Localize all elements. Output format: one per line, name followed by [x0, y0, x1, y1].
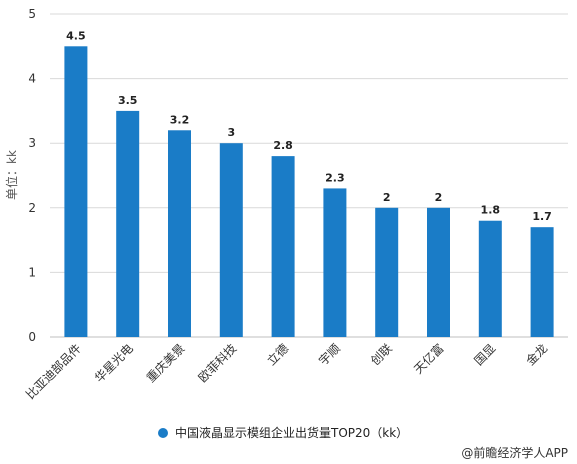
data-label: 1.8 [481, 204, 501, 217]
category-label: 金龙 [523, 341, 551, 369]
category-label: 创联 [368, 341, 395, 368]
data-label: 2 [435, 191, 443, 204]
data-label: 2.3 [325, 171, 345, 184]
bar [219, 143, 243, 337]
bar [478, 220, 502, 337]
y-tick-label: 3 [28, 136, 36, 150]
category-label: 天亿富 [411, 341, 447, 377]
bar [271, 156, 295, 337]
data-labels: 4.5 3.5 3.2 3 2.8 2.3 2 2 1.8 1.7 [66, 29, 552, 223]
bar [530, 227, 554, 337]
bar [375, 207, 399, 337]
bar [323, 188, 347, 337]
legend: 中国液晶显示模组企业出货量TOP20（kk） [158, 425, 408, 440]
legend-marker [158, 428, 168, 438]
y-axis-ticks: 0 1 2 3 4 5 [28, 7, 36, 344]
y-tick-label: 0 [28, 330, 36, 344]
y-tick-label: 2 [28, 201, 36, 215]
bar [64, 46, 88, 338]
y-tick-label: 5 [28, 7, 36, 21]
bar [116, 110, 140, 338]
bar [168, 130, 191, 337]
category-label: 华星光电 [92, 341, 136, 385]
category-label: 欧菲科技 [196, 341, 240, 385]
category-label: 重庆美景 [144, 341, 188, 385]
y-tick-label: 1 [28, 265, 36, 279]
legend-label: 中国液晶显示模组企业出货量TOP20（kk） [175, 425, 408, 440]
category-label: 宇顺 [316, 341, 343, 368]
bars [64, 46, 554, 338]
data-label: 2 [383, 191, 391, 204]
category-label: 国显 [472, 341, 499, 368]
bar [427, 207, 450, 337]
data-label: 3 [227, 126, 235, 139]
category-label: 比亚迪部品件 [22, 341, 84, 403]
y-axis-label: 单位：kk [4, 150, 19, 200]
data-label: 1.7 [532, 210, 552, 223]
source-credit: @前瞻经济学人APP [461, 445, 568, 460]
category-label: 立德 [264, 341, 292, 369]
category-labels: 比亚迪部品件 华星光电 重庆美景 欧菲科技 立德 宇顺 创联 天亿富 国显 金龙 [22, 341, 550, 403]
data-label: 4.5 [66, 29, 86, 42]
y-tick-label: 4 [28, 72, 36, 86]
data-label: 3.5 [118, 94, 138, 107]
data-label: 3.2 [170, 113, 190, 126]
data-label: 2.8 [273, 139, 293, 152]
